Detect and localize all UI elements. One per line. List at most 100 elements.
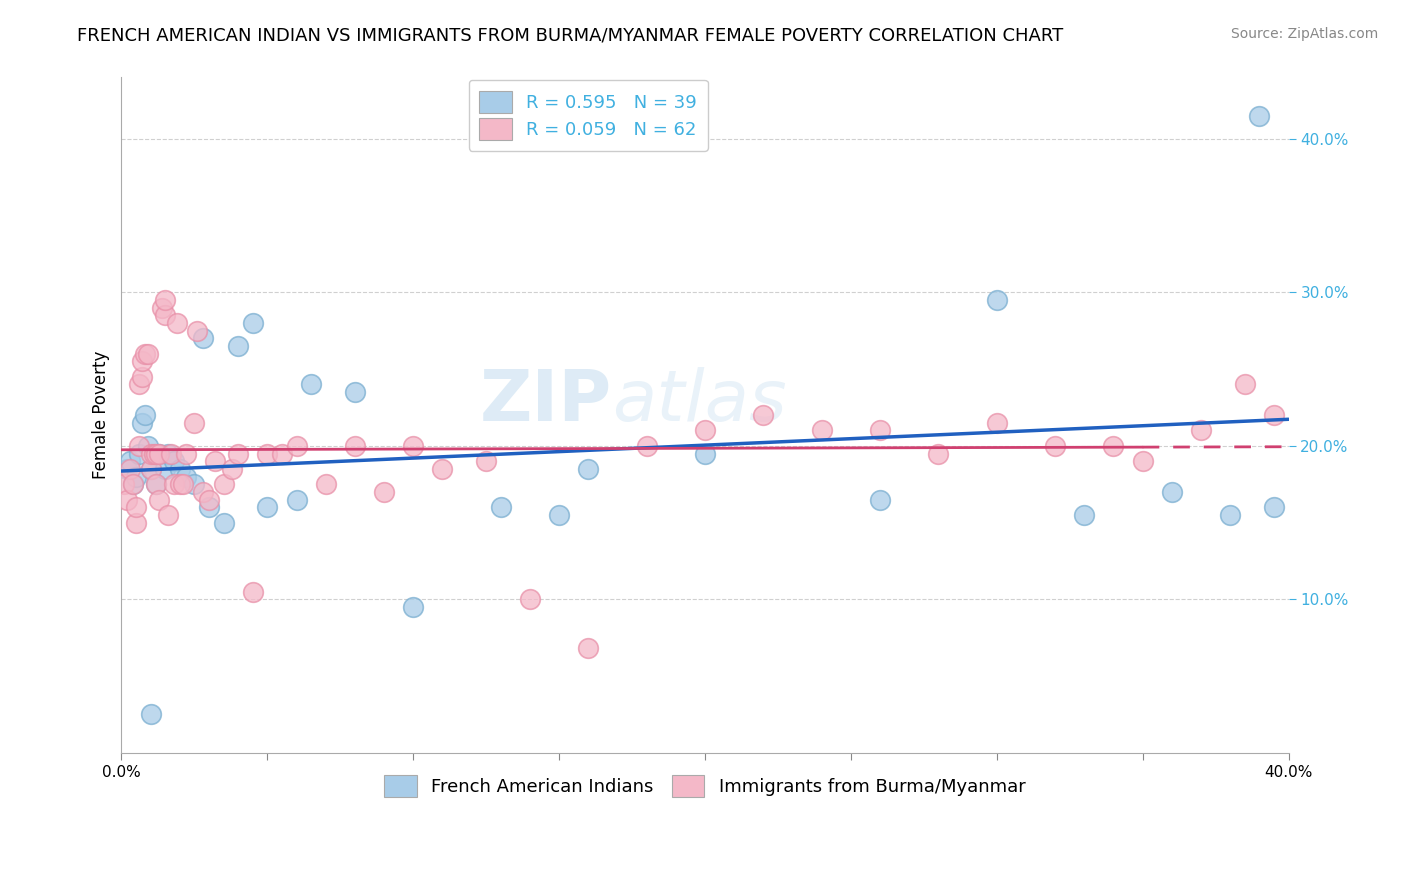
- Point: [242, 584, 264, 599]
- Point: [117, 492, 139, 507]
- Point: [221, 462, 243, 476]
- Point: [198, 500, 221, 515]
- Point: [169, 462, 191, 476]
- Point: [139, 446, 162, 460]
- Point: [128, 377, 150, 392]
- Point: [131, 416, 153, 430]
- Point: [402, 439, 425, 453]
- Point: [139, 707, 162, 722]
- Point: [160, 446, 183, 460]
- Point: [242, 316, 264, 330]
- Point: [1160, 484, 1182, 499]
- Point: [204, 454, 226, 468]
- Point: [343, 385, 366, 400]
- Point: [134, 347, 156, 361]
- Point: [402, 600, 425, 615]
- Point: [1263, 408, 1285, 422]
- Point: [142, 446, 165, 460]
- Text: atlas: atlas: [612, 368, 786, 436]
- Y-axis label: Female Poverty: Female Poverty: [93, 351, 110, 479]
- Point: [1249, 109, 1271, 123]
- Point: [155, 462, 177, 476]
- Point: [1043, 439, 1066, 453]
- Point: [636, 439, 658, 453]
- Point: [157, 446, 180, 460]
- Point: [122, 477, 145, 491]
- Point: [117, 462, 139, 476]
- Point: [693, 424, 716, 438]
- Point: [475, 454, 498, 468]
- Point: [122, 477, 145, 491]
- Point: [1189, 424, 1212, 438]
- Point: [120, 454, 142, 468]
- Point: [810, 424, 832, 438]
- Point: [693, 446, 716, 460]
- Point: [183, 477, 205, 491]
- Point: [226, 339, 249, 353]
- Point: [157, 508, 180, 522]
- Point: [145, 477, 167, 491]
- Point: [125, 469, 148, 483]
- Point: [139, 462, 162, 476]
- Point: [191, 331, 214, 345]
- Point: [1132, 454, 1154, 468]
- Point: [432, 462, 454, 476]
- Point: [136, 439, 159, 453]
- Point: [155, 309, 177, 323]
- Legend: French American Indians, Immigrants from Burma/Myanmar: French American Indians, Immigrants from…: [377, 768, 1033, 805]
- Point: [256, 446, 278, 460]
- Point: [986, 416, 1008, 430]
- Point: [285, 439, 308, 453]
- Point: [145, 477, 167, 491]
- Point: [136, 347, 159, 361]
- Point: [343, 439, 366, 453]
- Point: [869, 492, 891, 507]
- Point: [927, 446, 949, 460]
- Point: [191, 484, 214, 499]
- Point: [128, 446, 150, 460]
- Point: [120, 462, 142, 476]
- Point: [315, 477, 337, 491]
- Point: [174, 446, 197, 460]
- Point: [373, 484, 395, 499]
- Point: [489, 500, 512, 515]
- Point: [131, 354, 153, 368]
- Point: [183, 416, 205, 430]
- Point: [125, 500, 148, 515]
- Point: [139, 462, 162, 476]
- Point: [169, 477, 191, 491]
- Point: [1263, 500, 1285, 515]
- Point: [198, 492, 221, 507]
- Point: [226, 446, 249, 460]
- Point: [212, 477, 235, 491]
- Point: [125, 516, 148, 530]
- Point: [174, 469, 197, 483]
- Point: [869, 424, 891, 438]
- Point: [576, 641, 599, 656]
- Point: [548, 508, 571, 522]
- Point: [163, 477, 186, 491]
- Text: FRENCH AMERICAN INDIAN VS IMMIGRANTS FROM BURMA/MYANMAR FEMALE POVERTY CORRELATI: FRENCH AMERICAN INDIAN VS IMMIGRANTS FRO…: [77, 27, 1063, 45]
- Point: [148, 446, 170, 460]
- Point: [1233, 377, 1256, 392]
- Point: [1102, 439, 1125, 453]
- Point: [145, 446, 167, 460]
- Point: [148, 492, 170, 507]
- Point: [112, 477, 135, 491]
- Point: [134, 408, 156, 422]
- Point: [752, 408, 775, 422]
- Point: [155, 293, 177, 307]
- Point: [256, 500, 278, 515]
- Point: [163, 454, 186, 468]
- Text: Source: ZipAtlas.com: Source: ZipAtlas.com: [1230, 27, 1378, 41]
- Point: [166, 316, 188, 330]
- Text: ZIP: ZIP: [479, 368, 612, 436]
- Point: [131, 369, 153, 384]
- Point: [519, 592, 541, 607]
- Point: [986, 293, 1008, 307]
- Point: [299, 377, 322, 392]
- Point: [186, 324, 208, 338]
- Point: [212, 516, 235, 530]
- Point: [576, 462, 599, 476]
- Point: [285, 492, 308, 507]
